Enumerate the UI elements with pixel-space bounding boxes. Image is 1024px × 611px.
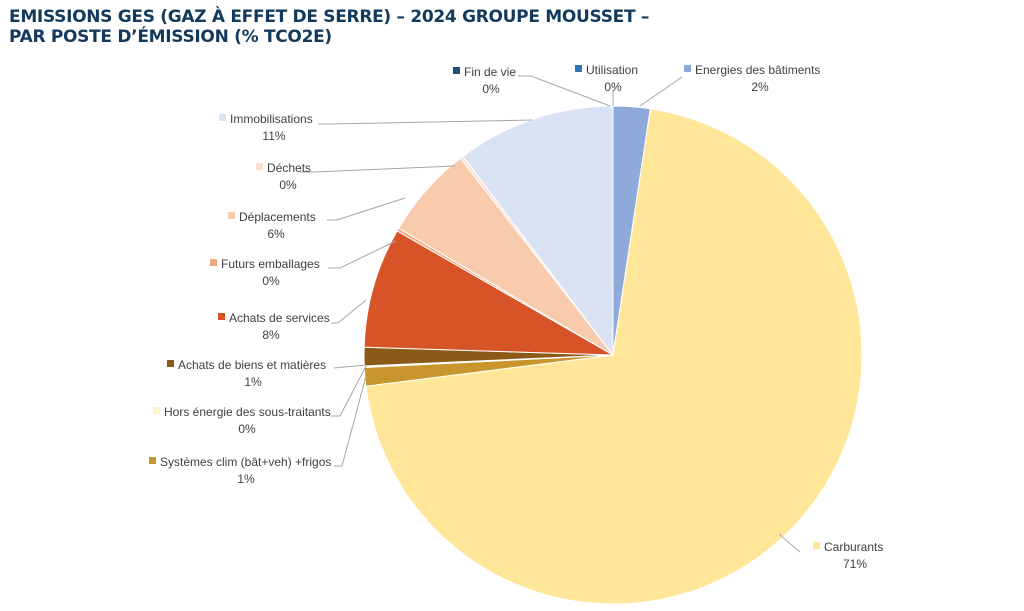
leader-line-5 bbox=[333, 364, 367, 369]
slice-label-marker bbox=[228, 212, 235, 219]
slice-label-marker bbox=[256, 163, 263, 170]
leader-line-2 bbox=[779, 533, 801, 553]
slice-label-marker bbox=[219, 114, 226, 121]
slice-label-value: 8% bbox=[262, 328, 280, 342]
leader-line-10 bbox=[318, 119, 533, 125]
slice-label-value: 0% bbox=[238, 422, 256, 436]
slice-label-value: 0% bbox=[482, 82, 500, 96]
slice-label-name: Futurs emballages bbox=[221, 257, 320, 271]
slice-label-name: Déchets bbox=[267, 161, 311, 175]
chart-title: EMISSIONS GES (GAZ À EFFET DE SERRE) – 2… bbox=[9, 7, 649, 47]
slice-label-value: 0% bbox=[604, 80, 622, 94]
slice-label-value: 11% bbox=[262, 129, 285, 143]
slice-label-marker bbox=[813, 542, 820, 549]
slice-label-marker bbox=[453, 67, 460, 74]
slice-label-name: Achats de biens et matières bbox=[178, 358, 326, 372]
slice-label-marker bbox=[684, 65, 691, 72]
pie-slices bbox=[363, 105, 863, 605]
pie-slice-10 bbox=[462, 105, 614, 357]
slice-label-name: Fin de vie bbox=[464, 65, 516, 79]
slice-label-name: Systèmes clim (bât+veh) +frigos bbox=[160, 455, 331, 469]
slice-label-value: 6% bbox=[267, 227, 285, 241]
slice-label-7: Futurs emballages 0% bbox=[210, 257, 320, 288]
slice-label-value: 1% bbox=[237, 472, 255, 486]
slice-label-12: Utilisation 0% bbox=[575, 63, 638, 94]
slice-label-10: Immobilisations 11% bbox=[219, 112, 313, 143]
pie-slice-2 bbox=[365, 108, 863, 605]
slice-label-6: Achats de services 8% bbox=[218, 311, 330, 342]
leader-line-4 bbox=[331, 365, 367, 417]
leader-line-7 bbox=[328, 240, 397, 269]
slice-label-9: Déchets 0% bbox=[256, 161, 311, 192]
slice-label-marker bbox=[153, 407, 160, 414]
slice-label-3: Systèmes clim (bât+veh) +frigos 1% bbox=[149, 455, 331, 486]
slice-label-name: Carburants bbox=[824, 540, 883, 554]
pie-slice-6 bbox=[363, 230, 614, 356]
slice-label-11: Fin de vie 0% bbox=[453, 65, 516, 96]
slice-label-name: Energies des bâtiments bbox=[695, 63, 820, 77]
slice-label-name: Achats de services bbox=[229, 311, 330, 325]
slice-label-name: Utilisation bbox=[586, 63, 638, 77]
slice-label-2: Carburants 71% bbox=[813, 540, 883, 571]
leader-line-6 bbox=[331, 299, 367, 324]
slice-label-8: Déplacements 6% bbox=[228, 210, 316, 241]
chart-title-line-2: PAR POSTE D’ÉMISSION (% TCO2E) bbox=[9, 27, 332, 47]
slice-label-marker bbox=[167, 360, 174, 367]
slice-label-name: Immobilisations bbox=[230, 112, 313, 126]
slice-label-name: Hors énergie des sous-traitants bbox=[164, 405, 331, 419]
slice-label-value: 1% bbox=[244, 375, 262, 389]
slice-label-4: Hors énergie des sous-traitants 0% bbox=[153, 405, 331, 436]
slice-label-1: Energies des bâtiments 2% bbox=[684, 63, 820, 94]
leader-line-9 bbox=[300, 165, 456, 173]
slice-label-value: 71% bbox=[843, 557, 867, 571]
slice-label-marker bbox=[218, 313, 225, 320]
leader-line-8 bbox=[327, 197, 406, 221]
slice-label-5: Achats de biens et matières 1% bbox=[167, 358, 326, 389]
leader-line-3 bbox=[334, 375, 367, 467]
leader-lines bbox=[300, 75, 801, 553]
slice-label-value: 2% bbox=[751, 80, 769, 94]
slice-label-value: 0% bbox=[279, 178, 297, 192]
slice-labels: Energies des bâtiments 2% Carburants 71% Sys… bbox=[149, 63, 883, 571]
slice-label-marker bbox=[210, 259, 217, 266]
chart-title-line-1: EMISSIONS GES (GAZ À EFFET DE SERRE) – 2… bbox=[9, 7, 650, 27]
slice-label-value: 0% bbox=[262, 274, 280, 288]
slice-label-name: Déplacements bbox=[239, 210, 316, 224]
leader-line-1 bbox=[639, 76, 683, 107]
slice-label-marker bbox=[149, 457, 156, 464]
slice-label-marker bbox=[575, 65, 582, 72]
leader-line-11 bbox=[518, 75, 611, 107]
